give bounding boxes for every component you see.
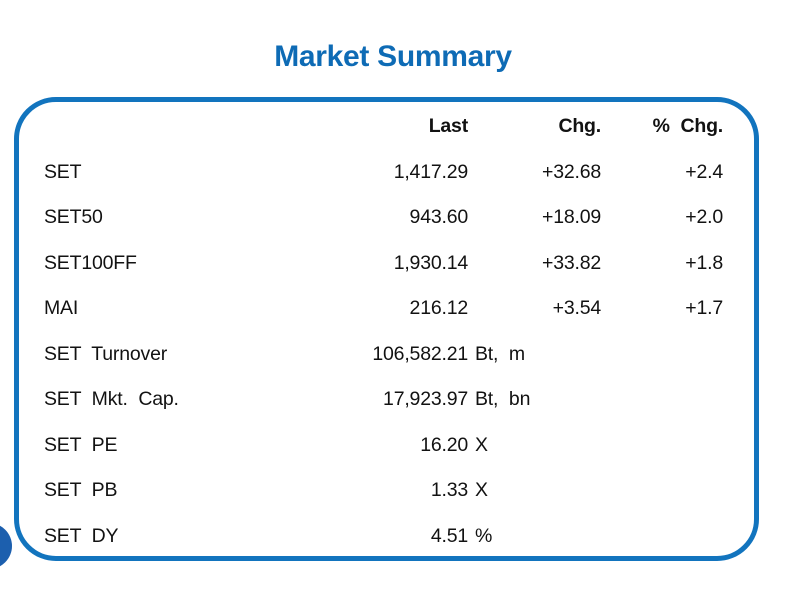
cell-last: 943.60	[409, 206, 469, 228]
row-label: SET DY	[44, 524, 119, 547]
cell-chg: +3.54	[552, 297, 602, 319]
cell-unit: Bt, m	[475, 342, 525, 365]
cell-last: 1,930.14	[393, 251, 469, 274]
cell-unit: %	[475, 524, 493, 547]
cell-last: 4.51	[430, 524, 468, 547]
cell-chg: +18.09	[542, 206, 601, 228]
cell-last: 1.33	[430, 479, 468, 501]
table-row-set100ff: SET100FF 1,930.14 +33.82 +1.8	[19, 241, 754, 287]
cell-last: 106,582.21	[372, 342, 468, 365]
column-header-pct-chg: % Chg.	[652, 115, 724, 137]
table-row-set-dy: SET DY 4.51 %	[19, 514, 754, 560]
table-row-set-pe: SET PE 16.20 X	[19, 423, 754, 469]
row-label: SET PB	[44, 479, 118, 501]
cell-last: 1,417.29	[393, 160, 469, 183]
table-header-row: Last Chg. % Chg.	[19, 104, 754, 150]
row-label: SET Turnover	[44, 342, 168, 365]
column-header-chg: Chg.	[558, 115, 601, 137]
row-label: SET Mkt. Cap.	[44, 388, 179, 410]
cell-unit: X	[475, 433, 488, 456]
decorative-circle	[0, 523, 12, 569]
cell-chg: +33.82	[542, 251, 601, 274]
table-row-set-pb: SET PB 1.33 X	[19, 468, 754, 514]
cell-pct-chg: +1.7	[685, 297, 723, 319]
row-label: SET100FF	[44, 251, 137, 274]
cell-unit: Bt, bn	[475, 388, 531, 410]
row-label: MAI	[44, 297, 79, 319]
cell-pct-chg: +2.4	[685, 160, 723, 183]
cell-pct-chg: +1.8	[685, 251, 723, 274]
cell-chg: +32.68	[542, 160, 601, 183]
table-row-set50: SET50 943.60 +18.09 +2.0	[19, 195, 754, 241]
table-row-set: SET 1,417.29 +32.68 +2.4	[19, 150, 754, 196]
cell-last: 17,923.97	[383, 388, 468, 410]
market-summary-panel: Last Chg. % Chg. SET 1,417.29 +32.68 +2.…	[14, 97, 759, 561]
column-header-last: Last	[428, 115, 468, 137]
cell-unit: X	[475, 479, 488, 501]
table-row-mai: MAI 216.12 +3.54 +1.7	[19, 286, 754, 332]
row-label: SET50	[44, 206, 103, 228]
cell-last: 216.12	[409, 297, 469, 319]
row-label: SET PE	[44, 433, 118, 456]
cell-pct-chg: +2.0	[685, 206, 723, 228]
market-summary-table: Last Chg. % Chg. SET 1,417.29 +32.68 +2.…	[19, 104, 754, 559]
row-label: SET	[44, 160, 82, 183]
page-title: Market Summary	[274, 40, 512, 73]
table-row-set-turnover: SET Turnover 106,582.21 Bt, m	[19, 332, 754, 378]
cell-last: 16.20	[420, 433, 468, 456]
table-row-set-mkt-cap: SET Mkt. Cap. 17,923.97 Bt, bn	[19, 377, 754, 423]
